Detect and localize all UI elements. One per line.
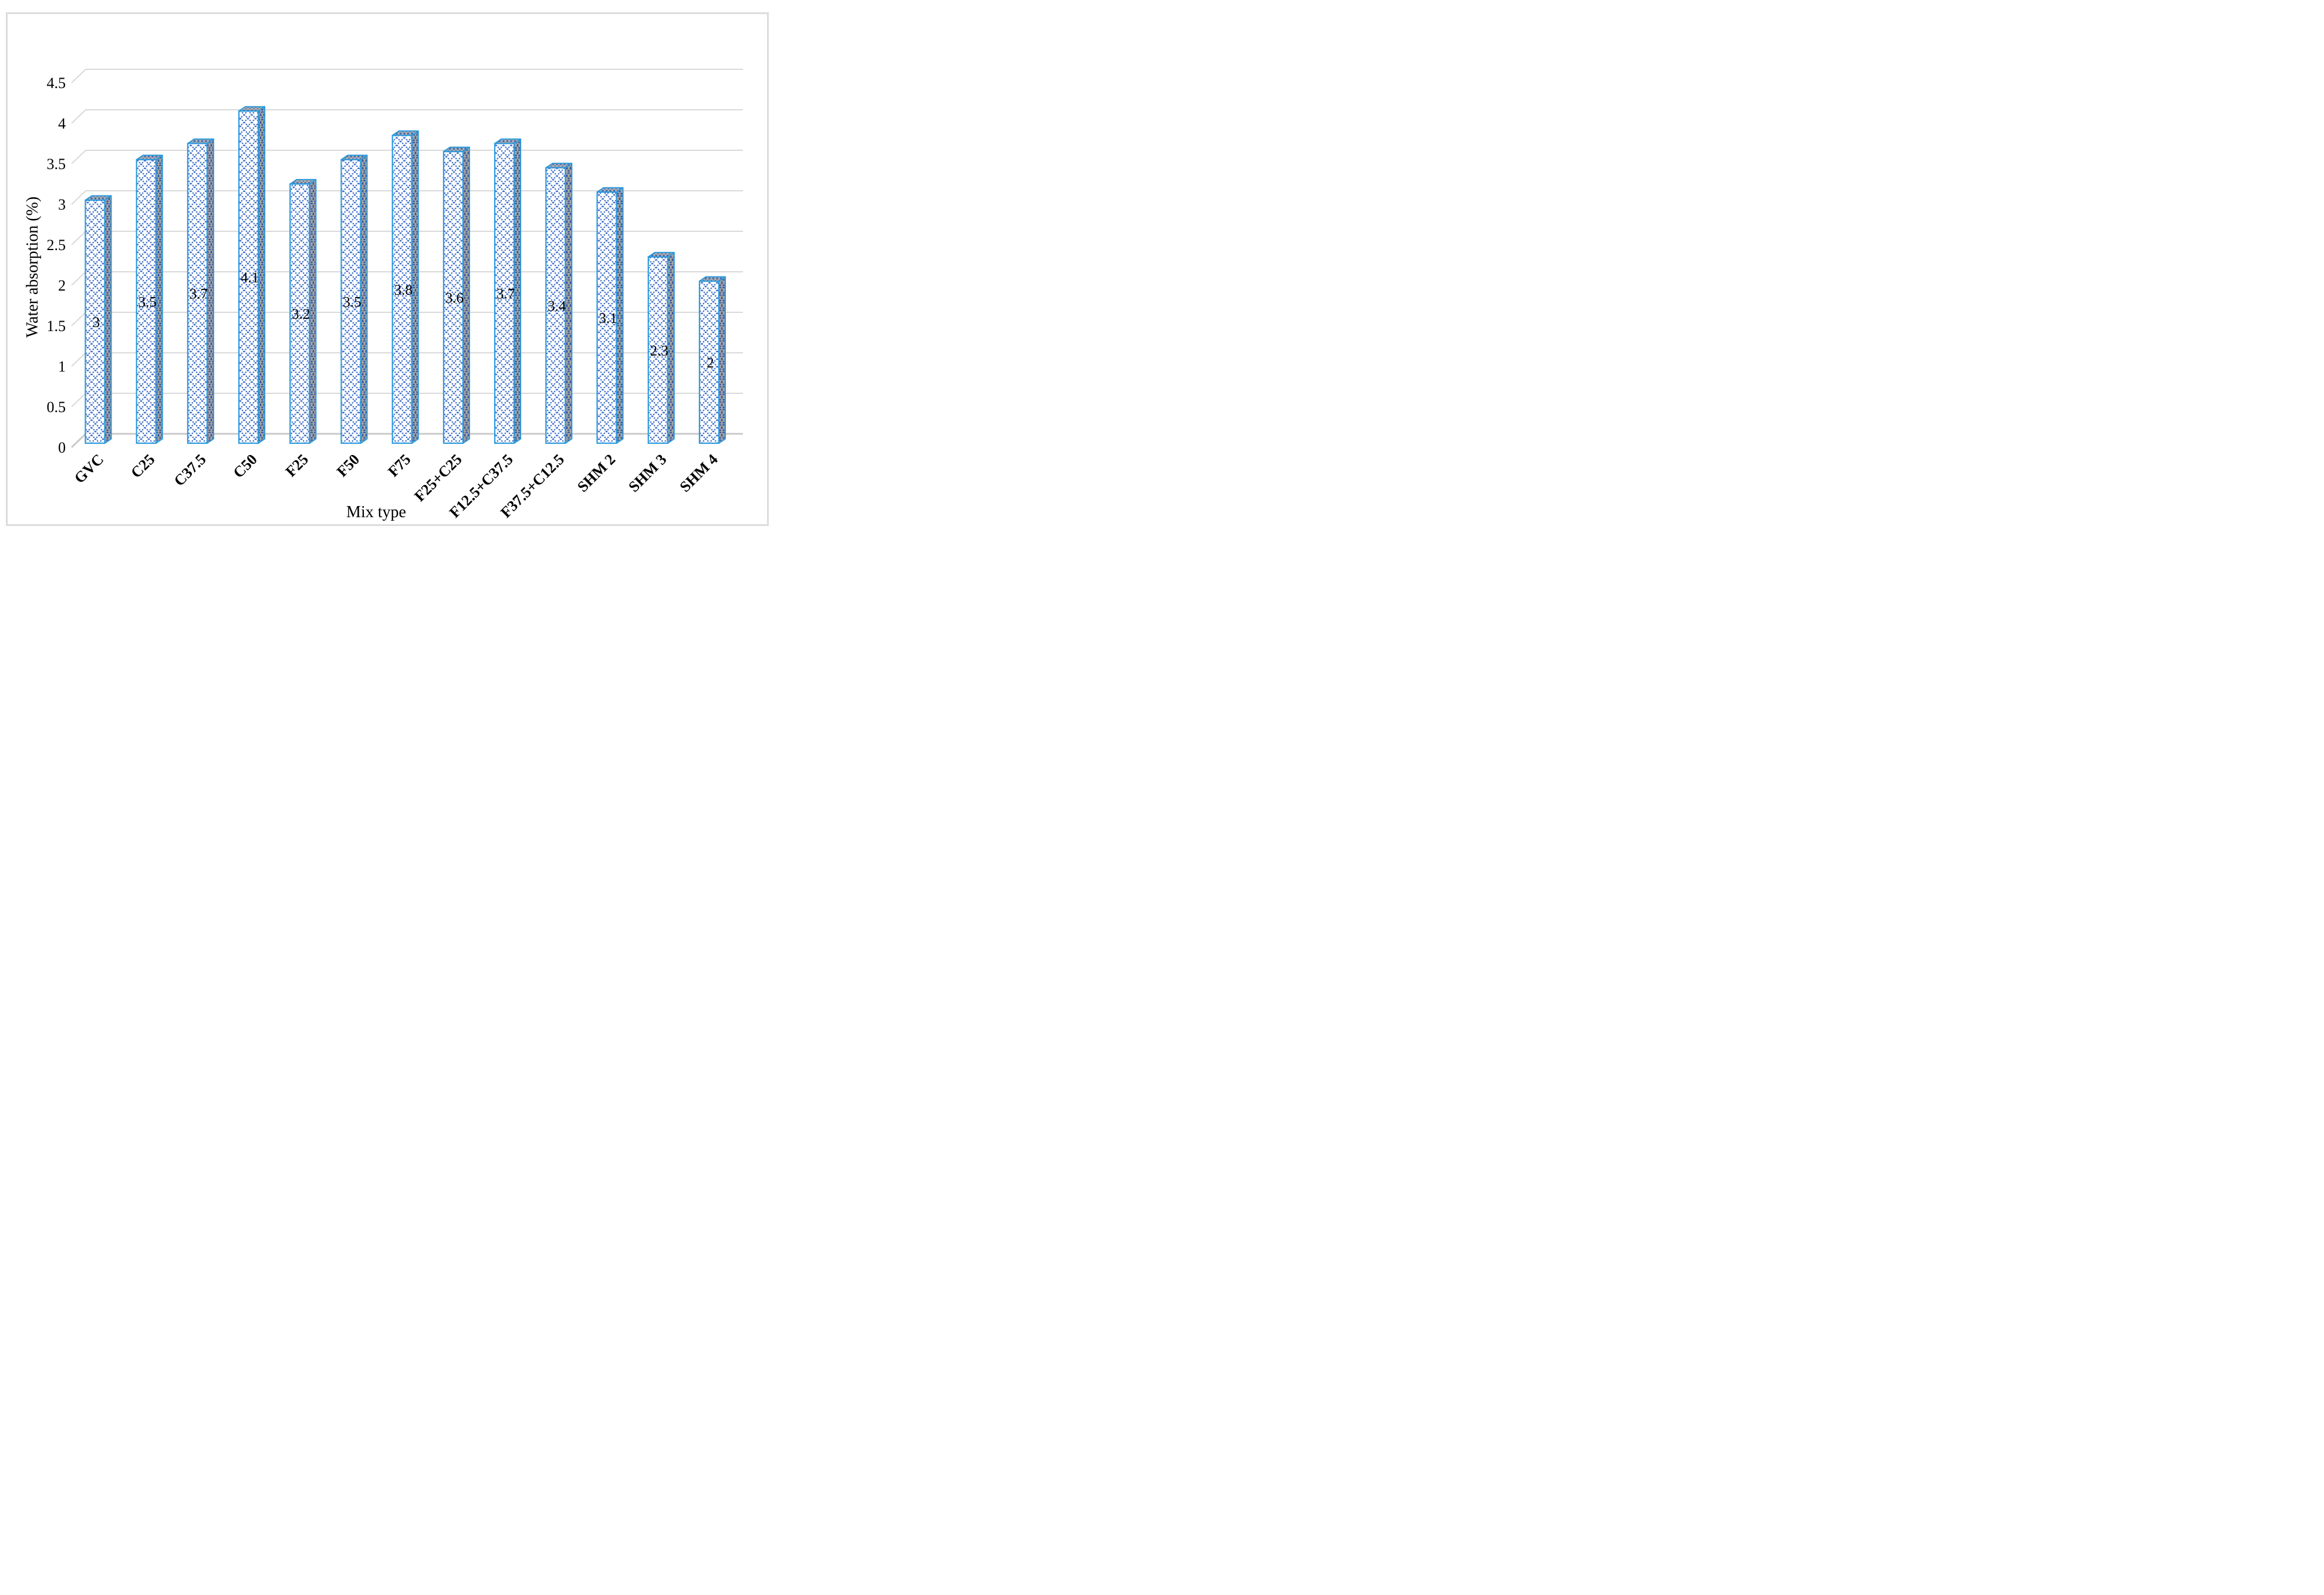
- category-label-group: C37.5: [171, 451, 210, 490]
- bar-front-face: [698, 280, 720, 444]
- bar-side-face: [514, 138, 522, 444]
- bar-data-label: 3.1: [599, 311, 617, 326]
- bar-side-face: [667, 252, 675, 444]
- bar-side-face: [258, 106, 266, 444]
- bar-data-label: 3.5: [139, 295, 157, 311]
- bar-data-label: 3: [93, 315, 100, 331]
- bar-side-face: [565, 163, 573, 444]
- y-tick-label: 0: [58, 439, 66, 456]
- bar-data-label: 3.6: [445, 291, 464, 306]
- bar-data-label: 3.8: [394, 282, 413, 298]
- bar-front-face: [494, 143, 515, 444]
- bar-side-face: [104, 195, 112, 444]
- category-label: C25: [127, 451, 158, 481]
- category-label: C37.5: [171, 451, 210, 490]
- gridline: [71, 109, 743, 124]
- y-tick-label: 1.5: [47, 318, 66, 335]
- category-label-group: SHM 2: [574, 451, 619, 495]
- y-axis-title: Water absorption (%): [23, 196, 42, 338]
- bar-front-face: [85, 199, 106, 444]
- category-label: F75: [384, 451, 414, 480]
- bar-front-face: [391, 134, 413, 444]
- bar-data-label: 3.7: [190, 286, 208, 302]
- category-label-group: C50: [230, 451, 261, 481]
- category-label-group: F75: [384, 451, 414, 480]
- bar-front-face: [187, 143, 208, 444]
- y-tick-label: 4.5: [47, 75, 66, 92]
- gridline: [71, 190, 743, 205]
- x-axis-title: Mix type: [346, 503, 406, 521]
- bar-data-label: 4.1: [241, 270, 259, 286]
- category-label: SHM 2: [574, 451, 619, 495]
- category-label: F25+C25: [411, 451, 465, 505]
- bar-data-label: 3.4: [548, 298, 566, 314]
- y-tick-label: 2.5: [47, 237, 66, 254]
- category-label-group: SHM 4: [676, 451, 721, 495]
- gridline: [71, 150, 743, 164]
- y-tick-label: 4: [58, 115, 66, 132]
- bar-front-face: [289, 183, 310, 444]
- bar-front-face: [545, 167, 566, 444]
- bar-side-face: [206, 138, 214, 444]
- y-tick-label: 2: [58, 277, 66, 294]
- bar-data-label: 3.5: [343, 295, 361, 311]
- category-label-group: GVC: [71, 451, 107, 487]
- category-label-group: F25: [282, 451, 312, 480]
- figure-border: [6, 12, 769, 526]
- y-tick-label: 3.5: [47, 156, 66, 173]
- bar-data-label: 3.2: [292, 306, 310, 322]
- bar-front-face: [238, 110, 259, 444]
- category-label-group: SHM 3: [625, 451, 670, 495]
- gridline: [71, 69, 743, 83]
- y-tick-label: 0.5: [47, 399, 66, 416]
- bar-front-face: [340, 159, 362, 444]
- bar-front-face: [596, 191, 617, 444]
- bar-side-face: [360, 154, 368, 444]
- chart-canvas: 3 GVC 3.5 C25 3.7 C37.5 4.1 C50 3.2 F25 3.5 F50 3.8 F…: [47, 69, 743, 521]
- category-label-group: F50: [333, 451, 363, 480]
- category-label: SHM 4: [676, 451, 721, 495]
- category-label: SHM 3: [625, 451, 670, 495]
- category-label: F50: [333, 451, 363, 480]
- bar-side-face: [718, 276, 726, 444]
- bar-side-face: [616, 187, 624, 444]
- bar-data-label: 3.7: [496, 286, 515, 302]
- y-tick-label: 1: [58, 358, 66, 375]
- figure: 3 GVC 3.5 C25 3.7 C37.5 4.1 C50 3.2 F25 3.5 F50 3.8 F…: [0, 0, 775, 532]
- category-label-group: F25+C25: [411, 451, 465, 505]
- bar-side-face: [462, 146, 470, 444]
- bar-side-face: [309, 178, 317, 444]
- bar-front-face: [136, 159, 157, 444]
- y-tick-label: 3: [58, 196, 66, 213]
- bar-front-face: [442, 151, 464, 444]
- bar-side-face: [411, 130, 419, 444]
- bar-side-face: [155, 154, 163, 444]
- category-label: C50: [230, 451, 261, 481]
- bar-data-label: 2.3: [650, 343, 668, 359]
- category-label-group: C25: [127, 451, 158, 481]
- category-label: F25: [282, 451, 312, 480]
- category-label: GVC: [71, 451, 107, 487]
- bar-front-face: [647, 256, 668, 444]
- bar-data-label: 2: [707, 355, 714, 371]
